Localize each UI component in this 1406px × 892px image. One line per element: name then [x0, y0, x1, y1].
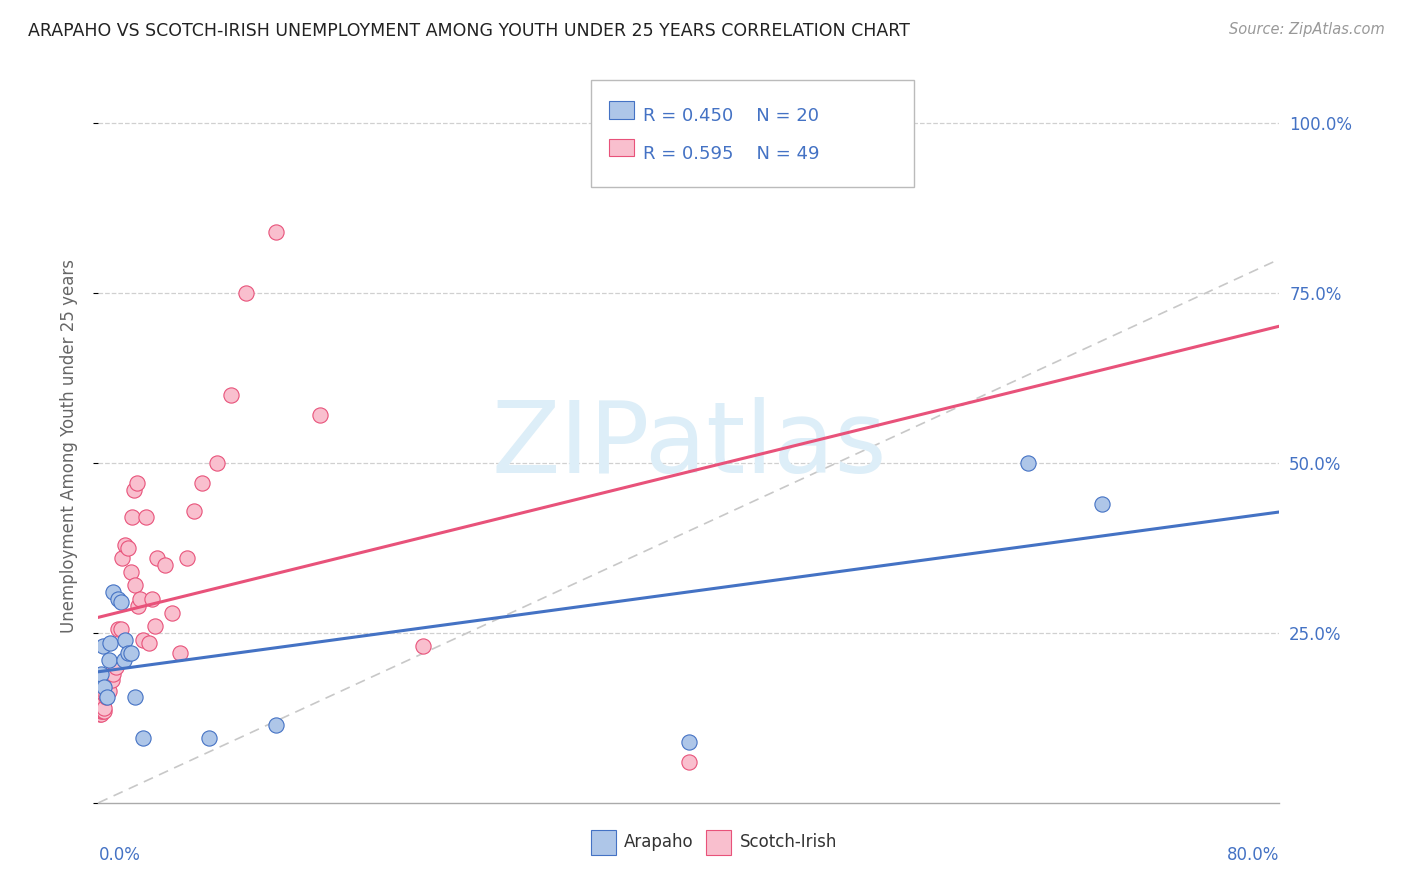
Point — [264, 717, 287, 731]
Point — [205, 456, 228, 470]
Point — [110, 623, 132, 637]
Point — [678, 734, 700, 748]
Point — [89, 704, 111, 718]
Point — [162, 606, 183, 620]
Point — [120, 646, 142, 660]
Point — [114, 537, 136, 551]
Point — [153, 558, 176, 572]
Point — [103, 585, 125, 599]
Point — [124, 578, 146, 592]
Point — [191, 476, 214, 491]
Point — [678, 755, 700, 769]
Point — [91, 640, 114, 654]
Point — [90, 666, 112, 681]
Point — [97, 683, 120, 698]
Point — [146, 551, 169, 566]
Point — [98, 636, 121, 650]
Point — [89, 707, 111, 722]
Point — [138, 636, 160, 650]
Point — [169, 646, 191, 660]
Point — [107, 591, 129, 606]
Text: 0.0%: 0.0% — [98, 846, 141, 863]
Point — [98, 666, 121, 681]
Point — [141, 591, 163, 606]
Point — [264, 225, 287, 239]
Point — [132, 731, 155, 746]
Point — [93, 680, 115, 694]
Point — [94, 687, 117, 701]
Point — [120, 565, 142, 579]
Point — [114, 632, 136, 647]
Point — [124, 690, 146, 705]
Point — [122, 483, 145, 498]
Point — [105, 660, 128, 674]
Text: 80.0%: 80.0% — [1227, 846, 1279, 863]
Text: ZIPatlas: ZIPatlas — [491, 398, 887, 494]
Point — [107, 623, 129, 637]
Point — [110, 595, 132, 609]
Point — [93, 700, 115, 714]
Point — [125, 476, 148, 491]
Point — [89, 700, 111, 714]
Point — [183, 503, 205, 517]
Point — [96, 690, 118, 705]
Point — [117, 646, 139, 660]
Point — [100, 673, 122, 688]
Text: ARAPAHO VS SCOTCH-IRISH UNEMPLOYMENT AMONG YOUTH UNDER 25 YEARS CORRELATION CHAR: ARAPAHO VS SCOTCH-IRISH UNEMPLOYMENT AMO… — [28, 22, 910, 40]
Point — [1091, 497, 1114, 511]
Text: Scotch-Irish: Scotch-Irish — [740, 833, 837, 851]
Point — [90, 707, 112, 722]
Point — [91, 698, 114, 712]
Point — [127, 599, 149, 613]
Point — [93, 704, 115, 718]
Point — [198, 731, 221, 746]
Point — [96, 680, 118, 694]
Point — [1017, 456, 1039, 470]
Text: R = 0.450    N = 20: R = 0.450 N = 20 — [643, 107, 818, 125]
Text: Source: ZipAtlas.com: Source: ZipAtlas.com — [1229, 22, 1385, 37]
Point — [94, 690, 117, 705]
Point — [235, 286, 257, 301]
Point — [219, 388, 242, 402]
Point — [90, 704, 112, 718]
Point — [117, 541, 139, 555]
Point — [412, 640, 434, 654]
Point — [97, 653, 120, 667]
Text: R = 0.595    N = 49: R = 0.595 N = 49 — [643, 145, 820, 162]
Point — [176, 551, 198, 566]
Point — [111, 551, 134, 566]
Text: Arapaho: Arapaho — [624, 833, 695, 851]
Point — [132, 632, 155, 647]
Point — [90, 700, 112, 714]
Point — [309, 409, 332, 423]
Point — [121, 510, 143, 524]
Point — [143, 619, 166, 633]
Point — [91, 704, 114, 718]
Point — [128, 591, 150, 606]
Point — [135, 510, 157, 524]
Y-axis label: Unemployment Among Youth under 25 years: Unemployment Among Youth under 25 years — [59, 259, 77, 633]
Point — [103, 666, 125, 681]
Point — [112, 653, 135, 667]
